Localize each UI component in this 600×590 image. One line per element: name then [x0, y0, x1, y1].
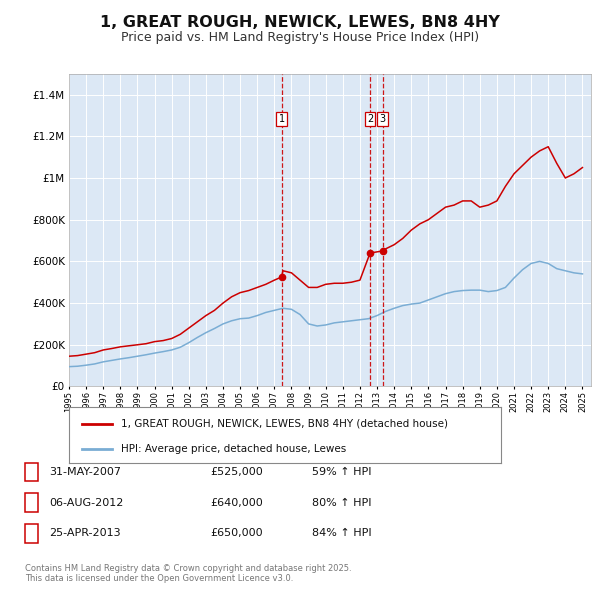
Text: 25-APR-2013: 25-APR-2013 [49, 529, 121, 538]
Text: 31-MAY-2007: 31-MAY-2007 [49, 467, 121, 477]
Text: 2: 2 [367, 114, 373, 124]
Text: HPI: Average price, detached house, Lewes: HPI: Average price, detached house, Lewe… [121, 444, 346, 454]
Text: 06-AUG-2012: 06-AUG-2012 [49, 498, 124, 507]
Text: 3: 3 [28, 529, 35, 538]
Text: 80% ↑ HPI: 80% ↑ HPI [312, 498, 371, 507]
Text: 84% ↑ HPI: 84% ↑ HPI [312, 529, 371, 538]
Text: £525,000: £525,000 [210, 467, 263, 477]
Text: £640,000: £640,000 [210, 498, 263, 507]
Text: 2: 2 [28, 498, 35, 507]
Text: 3: 3 [379, 114, 386, 124]
Text: 1: 1 [278, 114, 284, 124]
Text: £650,000: £650,000 [210, 529, 263, 538]
Text: Price paid vs. HM Land Registry's House Price Index (HPI): Price paid vs. HM Land Registry's House … [121, 31, 479, 44]
Text: Contains HM Land Registry data © Crown copyright and database right 2025.
This d: Contains HM Land Registry data © Crown c… [25, 563, 352, 583]
Text: 1, GREAT ROUGH, NEWICK, LEWES, BN8 4HY: 1, GREAT ROUGH, NEWICK, LEWES, BN8 4HY [100, 15, 500, 30]
Text: 1: 1 [28, 467, 35, 477]
Text: 1, GREAT ROUGH, NEWICK, LEWES, BN8 4HY (detached house): 1, GREAT ROUGH, NEWICK, LEWES, BN8 4HY (… [121, 419, 448, 429]
Text: 59% ↑ HPI: 59% ↑ HPI [312, 467, 371, 477]
